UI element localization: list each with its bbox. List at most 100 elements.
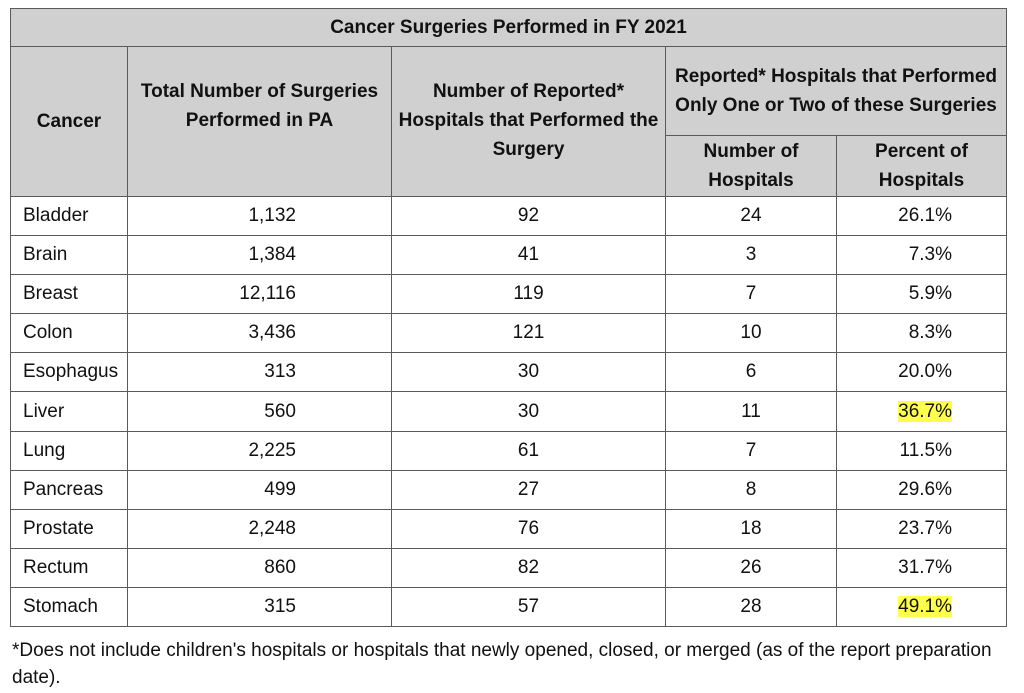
number-of-hospitals-cell-value: 11 bbox=[741, 400, 761, 422]
reported-hospitals-cell-value: 121 bbox=[512, 322, 545, 344]
number-of-hospitals-cell: 7 bbox=[665, 274, 837, 315]
reported-hospitals-cell: 121 bbox=[391, 313, 666, 354]
table-title: Cancer Surgeries Performed in FY 2021 bbox=[9, 8, 1008, 47]
table-row: Esophagus 313 30 6 20.0% bbox=[10, 352, 1008, 393]
table-row: Pancreas 499 27 8 29.6% bbox=[10, 469, 1008, 510]
total-surgeries-cell: 315 bbox=[127, 586, 392, 628]
number-of-hospitals-cell: 8 bbox=[665, 469, 837, 510]
number-of-hospitals-cell-value: 7 bbox=[745, 283, 757, 305]
number-of-hospitals-cell: 3 bbox=[665, 235, 837, 276]
percent-of-hospitals-cell: 31.7% bbox=[835, 547, 1008, 588]
table-row: Breast 12,116 119 7 5.9% bbox=[10, 274, 1008, 315]
table-row: Bladder 1,132 92 24 26.1% bbox=[10, 195, 1008, 237]
cancer-name-cell: Pancreas bbox=[10, 469, 128, 510]
header-cancer: Cancer bbox=[10, 46, 128, 197]
cancer-name-cell: Colon bbox=[10, 313, 128, 354]
cancer-name-cell: Esophagus bbox=[10, 352, 128, 393]
percent-of-hospitals-cell-value: 29.6% bbox=[898, 478, 953, 500]
table-row: Colon 3,436 121 10 8.3% bbox=[10, 313, 1008, 354]
number-of-hospitals-cell: 10 bbox=[665, 313, 837, 354]
cancer-surgeries-table: Cancer Surgeries Performed in FY 2021 Ca… bbox=[9, 8, 1008, 628]
total-surgeries-cell: 2,225 bbox=[127, 430, 392, 471]
reported-hospitals-cell-value: 61 bbox=[517, 439, 540, 461]
cancer-name-cell: Lung bbox=[10, 430, 128, 471]
percent-of-hospitals-cell: 7.3% bbox=[835, 235, 1008, 276]
reported-hospitals-cell: 76 bbox=[391, 508, 666, 549]
cancer-name-cell-value: Bladder bbox=[23, 205, 89, 227]
cancer-name-cell-value: Esophagus bbox=[23, 361, 119, 383]
reported-hospitals-cell-value: 119 bbox=[513, 283, 544, 305]
header-total-surgeries: Total Number of Surgeries Performed in P… bbox=[127, 46, 392, 197]
cancer-name-cell-value: Liver bbox=[23, 400, 65, 422]
reported-hospitals-cell-value: 30 bbox=[517, 361, 540, 383]
table-row: Rectum 860 82 26 31.7% bbox=[10, 547, 1008, 588]
total-surgeries-cell: 12,116 bbox=[127, 274, 392, 315]
total-surgeries-cell: 1,384 bbox=[127, 235, 392, 276]
number-of-hospitals-cell: 6 bbox=[665, 352, 837, 393]
total-surgeries-cell-value: 3,436 bbox=[248, 322, 296, 344]
cancer-name-cell: Rectum bbox=[10, 547, 128, 588]
percent-of-hospitals-cell-value: 5.9% bbox=[908, 283, 953, 305]
footnote: *Does not include children's hospitals o… bbox=[12, 640, 992, 689]
percent-of-hospitals-cell: 20.0% bbox=[835, 352, 1008, 393]
table-row: Stomach 315 57 28 49.1% bbox=[10, 586, 1008, 628]
total-surgeries-cell-value: 12,116 bbox=[239, 283, 296, 305]
number-of-hospitals-cell-value: 6 bbox=[745, 361, 757, 383]
cancer-name-cell-value: Rectum bbox=[23, 556, 89, 578]
number-of-hospitals-cell-value: 8 bbox=[745, 478, 757, 500]
number-of-hospitals-cell: 28 bbox=[665, 586, 837, 628]
total-surgeries-cell-value: 560 bbox=[264, 400, 296, 422]
reported-hospitals-cell-value: 92 bbox=[517, 205, 540, 227]
cancer-name-cell: Liver bbox=[10, 391, 128, 432]
cancer-name-cell-value: Colon bbox=[23, 322, 73, 344]
percent-of-hospitals-cell-value: 23.7% bbox=[898, 517, 953, 539]
total-surgeries-cell-value: 1,384 bbox=[248, 244, 296, 266]
number-of-hospitals-cell-value: 28 bbox=[740, 595, 762, 617]
total-surgeries-cell: 499 bbox=[127, 469, 392, 510]
percent-of-hospitals-cell-value: 49.1% bbox=[898, 595, 953, 617]
percent-of-hospitals-cell-value: 36.7% bbox=[898, 400, 953, 422]
header-reported-hospitals: Number of Reported* Hospitals that Perfo… bbox=[391, 46, 666, 197]
reported-hospitals-cell-value: 57 bbox=[517, 595, 540, 617]
reported-hospitals-cell: 61 bbox=[391, 430, 666, 471]
cancer-name-cell: Brain bbox=[10, 235, 128, 276]
cancer-name-cell-value: Stomach bbox=[23, 595, 98, 617]
number-of-hospitals-cell-value: 24 bbox=[740, 205, 762, 227]
cancer-name-cell: Breast bbox=[10, 274, 128, 315]
percent-of-hospitals-cell: 29.6% bbox=[835, 469, 1008, 510]
number-of-hospitals-cell: 7 bbox=[665, 430, 837, 471]
table-row: Prostate 2,248 76 18 23.7% bbox=[10, 508, 1008, 549]
total-surgeries-cell-value: 2,248 bbox=[248, 517, 296, 539]
number-of-hospitals-cell-value: 7 bbox=[745, 439, 757, 461]
number-of-hospitals-cell: 26 bbox=[665, 547, 837, 588]
percent-of-hospitals-cell-value: 8.3% bbox=[908, 322, 953, 344]
total-surgeries-cell-value: 315 bbox=[264, 595, 296, 617]
header-percent-of-hospitals: Percent of Hospitals bbox=[835, 135, 1008, 197]
number-of-hospitals-cell-value: 3 bbox=[745, 244, 757, 266]
reported-hospitals-cell: 119 bbox=[391, 274, 666, 315]
table-body: Bladder 1,132 92 24 26.1% Brain 1,384 41 3 7.3% Br… bbox=[10, 195, 1008, 628]
total-surgeries-cell: 3,436 bbox=[127, 313, 392, 354]
total-surgeries-cell: 560 bbox=[127, 391, 392, 432]
percent-of-hospitals-cell-value: 7.3% bbox=[908, 244, 953, 266]
cancer-name-cell-value: Breast bbox=[23, 283, 78, 305]
total-surgeries-cell: 2,248 bbox=[127, 508, 392, 549]
reported-hospitals-cell-value: 82 bbox=[517, 556, 540, 578]
reported-hospitals-cell-value: 41 bbox=[517, 244, 540, 266]
total-surgeries-cell-value: 499 bbox=[264, 478, 296, 500]
total-surgeries-cell-value: 860 bbox=[264, 556, 296, 578]
number-of-hospitals-cell-value: 26 bbox=[740, 556, 762, 578]
table-row: Liver 560 30 11 36.7% bbox=[10, 391, 1008, 432]
cancer-name-cell-value: Lung bbox=[23, 439, 66, 461]
reported-hospitals-cell-value: 27 bbox=[517, 478, 540, 500]
document: Cancer Surgeries Performed in FY 2021 Ca… bbox=[9, 8, 1008, 691]
number-of-hospitals-cell: 18 bbox=[665, 508, 837, 549]
percent-of-hospitals-cell-value: 31.7% bbox=[898, 556, 953, 578]
percent-of-hospitals-cell: 49.1% bbox=[835, 586, 1008, 628]
percent-of-hospitals-cell: 23.7% bbox=[835, 508, 1008, 549]
reported-hospitals-cell: 30 bbox=[391, 352, 666, 393]
cancer-name-cell: Prostate bbox=[10, 508, 128, 549]
cancer-name-cell: Bladder bbox=[10, 195, 128, 237]
number-of-hospitals-cell: 11 bbox=[665, 391, 837, 432]
number-of-hospitals-cell: 24 bbox=[665, 195, 837, 237]
